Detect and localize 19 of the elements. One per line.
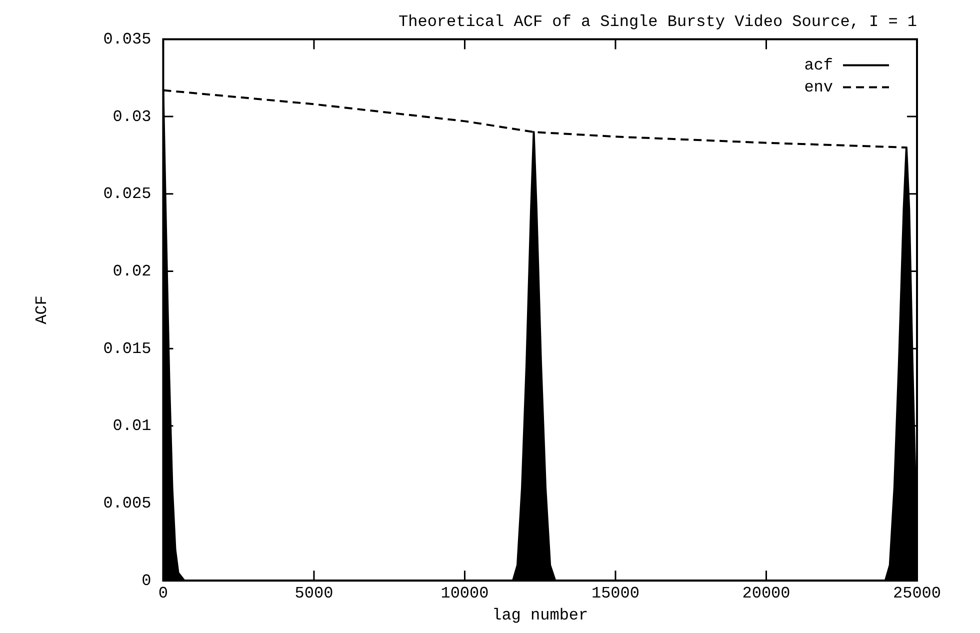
x-tick-label: 20000 <box>742 584 790 602</box>
y-tick-label: 0.015 <box>103 340 152 358</box>
x-axis-title: lag number <box>492 606 588 625</box>
y-axis-title: ACF <box>32 295 51 324</box>
x-tick-label: 25000 <box>892 584 942 602</box>
y-tick-label: 0 <box>142 572 152 590</box>
y-tick-label: 0.02 <box>112 262 152 280</box>
y-tick-label: 0.03 <box>112 108 152 126</box>
chart-title: Theoretical ACF of a Single Bursty Video Source, I = 1 <box>398 12 917 31</box>
x-tick-label: 15000 <box>591 584 640 602</box>
y-tick-label: 0.025 <box>103 185 152 204</box>
x-tick-label: 5000 <box>294 584 334 602</box>
y-tick-label: 0.035 <box>103 30 152 48</box>
y-tick-label: 0.01 <box>112 417 152 436</box>
y-tick-label: 0.005 <box>103 494 152 512</box>
legend-label: acf <box>804 56 833 74</box>
x-tick-label: 0 <box>158 584 168 602</box>
x-tick-label: 10000 <box>440 584 489 602</box>
legend-label: env <box>804 78 834 96</box>
